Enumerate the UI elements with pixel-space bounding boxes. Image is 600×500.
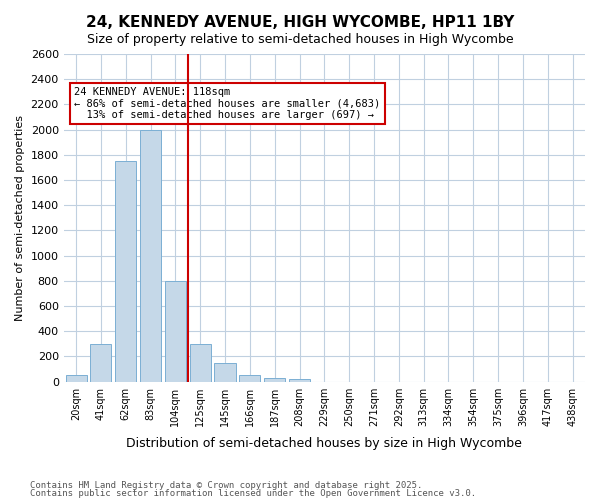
Bar [239,376,260,382]
Bar [190,344,211,382]
Text: Size of property relative to semi-detached houses in High Wycombe: Size of property relative to semi-detach… [86,32,514,46]
Bar [165,281,186,382]
Text: Contains HM Land Registry data © Crown copyright and database right 2025.: Contains HM Land Registry data © Crown c… [30,481,422,490]
X-axis label: Distribution of semi-detached houses by size in High Wycombe: Distribution of semi-detached houses by … [127,437,522,450]
Text: Contains public sector information licensed under the Open Government Licence v3: Contains public sector information licen… [30,488,476,498]
Bar [140,130,161,382]
Bar [91,344,112,382]
Text: 24, KENNEDY AVENUE, HIGH WYCOMBE, HP11 1BY: 24, KENNEDY AVENUE, HIGH WYCOMBE, HP11 1… [86,15,514,30]
Bar [214,362,236,382]
Bar [115,161,136,382]
Y-axis label: Number of semi-detached properties: Number of semi-detached properties [15,115,25,321]
Bar [289,379,310,382]
Text: 24 KENNEDY AVENUE: 118sqm
← 86% of semi-detached houses are smaller (4,683)
  13: 24 KENNEDY AVENUE: 118sqm ← 86% of semi-… [74,87,380,120]
Bar [65,376,86,382]
Bar [264,378,285,382]
